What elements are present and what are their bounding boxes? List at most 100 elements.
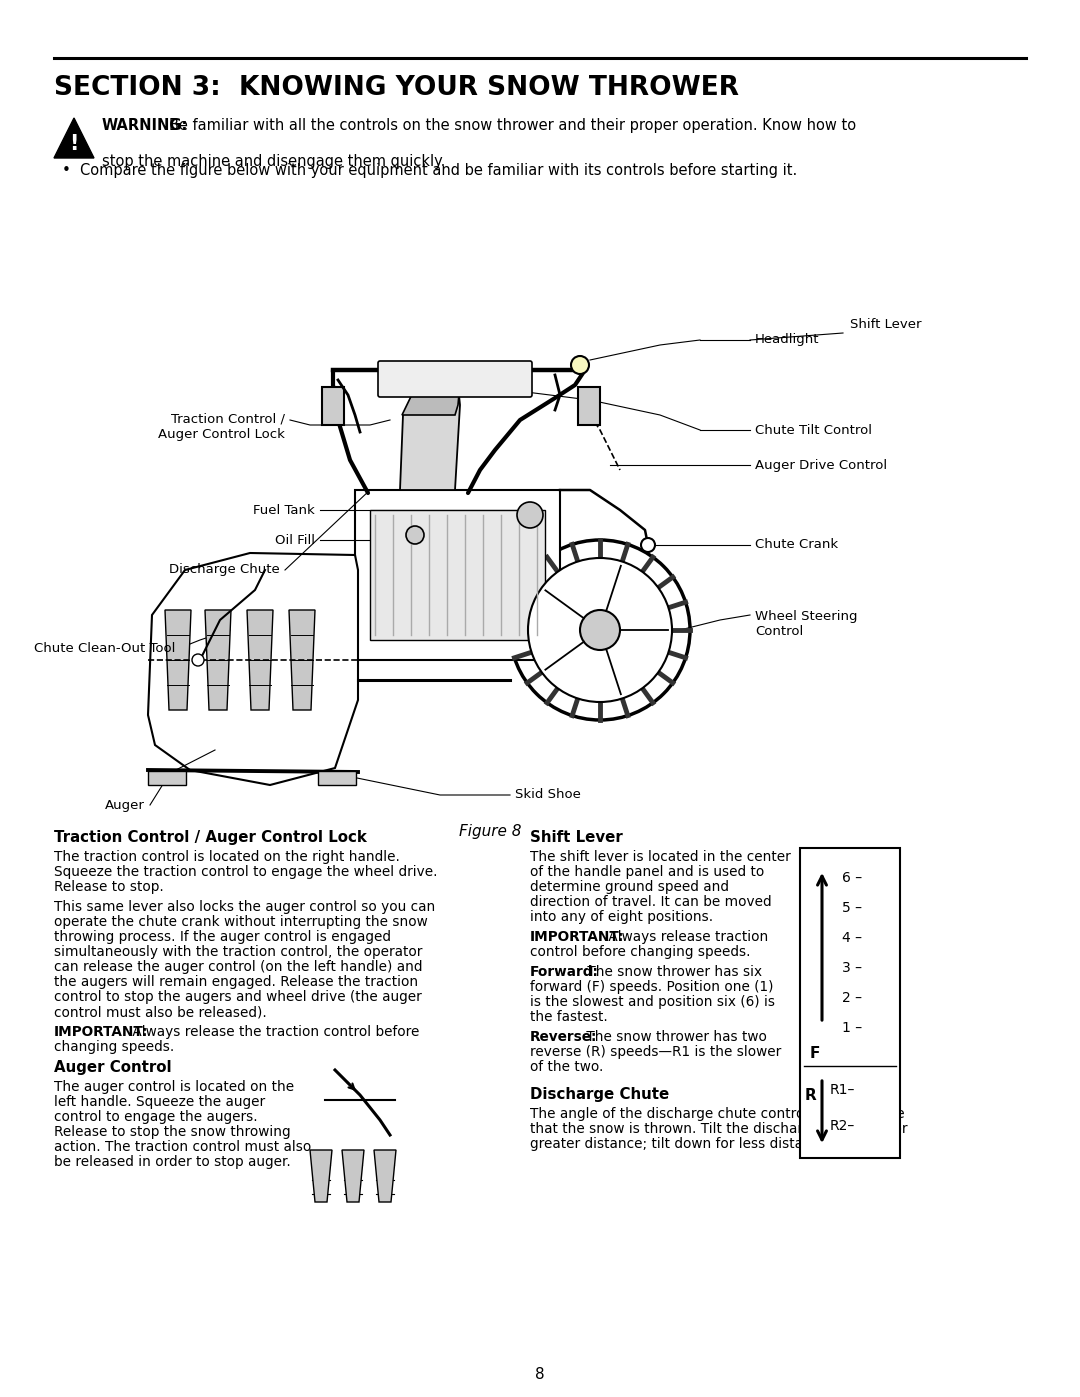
- Text: Squeeze the traction control to engage the wheel drive.: Squeeze the traction control to engage t…: [54, 865, 437, 879]
- Circle shape: [406, 527, 424, 543]
- Bar: [355, 490, 561, 659]
- Text: Chute Clean-Out Tool: Chute Clean-Out Tool: [33, 641, 175, 655]
- Text: Release to stop.: Release to stop.: [54, 880, 164, 894]
- Text: control must also be released).: control must also be released).: [54, 1004, 267, 1018]
- Text: The snow thrower has six: The snow thrower has six: [583, 965, 762, 979]
- Polygon shape: [165, 610, 191, 710]
- Text: the augers will remain engaged. Release the traction: the augers will remain engaged. Release …: [54, 975, 418, 989]
- Text: control before changing speeds.: control before changing speeds.: [530, 944, 751, 958]
- Text: R: R: [805, 1088, 816, 1104]
- Text: Be familiar with all the controls on the snow thrower and their proper operation: Be familiar with all the controls on the…: [168, 117, 856, 133]
- Text: left handle. Squeeze the auger: left handle. Squeeze the auger: [54, 1095, 265, 1109]
- Bar: [578, 387, 600, 425]
- Text: The traction control is located on the right handle.: The traction control is located on the r…: [54, 849, 400, 863]
- Text: SECTION 3:  KNOWING YOUR SNOW THROWER: SECTION 3: KNOWING YOUR SNOW THROWER: [54, 75, 739, 101]
- Bar: [370, 510, 545, 640]
- Text: Headlight: Headlight: [755, 334, 820, 346]
- Text: into any of eight positions.: into any of eight positions.: [530, 909, 713, 923]
- Text: 5 –: 5 –: [842, 901, 862, 915]
- Text: Oil Fill: Oil Fill: [275, 534, 315, 546]
- Circle shape: [510, 541, 690, 719]
- Circle shape: [528, 557, 672, 703]
- Bar: [148, 771, 186, 785]
- Text: 6 –: 6 –: [842, 870, 862, 886]
- Circle shape: [517, 502, 543, 528]
- Polygon shape: [374, 1150, 396, 1201]
- Text: WARNING:: WARNING:: [102, 117, 188, 133]
- Text: Always release traction: Always release traction: [604, 930, 768, 944]
- Bar: [800, 848, 900, 1158]
- Text: Shift Lever: Shift Lever: [530, 830, 623, 845]
- Polygon shape: [400, 374, 460, 490]
- Text: R1–: R1–: [831, 1083, 855, 1097]
- Text: 1 –: 1 –: [842, 1021, 862, 1035]
- Text: Chute Tilt Control: Chute Tilt Control: [755, 423, 872, 436]
- Text: The auger control is located on the: The auger control is located on the: [54, 1080, 294, 1094]
- Text: R2–: R2–: [831, 1119, 855, 1133]
- Text: 4 –: 4 –: [842, 930, 862, 944]
- Text: of the handle panel and is used to: of the handle panel and is used to: [530, 865, 765, 879]
- Text: Wheel Steering: Wheel Steering: [755, 610, 858, 623]
- Text: changing speeds.: changing speeds.: [54, 1039, 174, 1053]
- Text: Auger: Auger: [105, 799, 145, 812]
- Text: direction of travel. It can be moved: direction of travel. It can be moved: [530, 895, 771, 909]
- Text: The shift lever is located in the center: The shift lever is located in the center: [530, 849, 791, 863]
- Polygon shape: [289, 610, 315, 710]
- Text: !: !: [69, 134, 79, 154]
- Text: 3 –: 3 –: [842, 961, 862, 975]
- Bar: [318, 771, 356, 785]
- Text: Figure 8: Figure 8: [459, 824, 522, 840]
- Text: Fuel Tank: Fuel Tank: [253, 503, 315, 517]
- Text: The snow thrower has two: The snow thrower has two: [582, 1030, 767, 1044]
- Text: Compare the figure below with your equipment and be familiar with its controls b: Compare the figure below with your equip…: [80, 163, 797, 177]
- Text: Traction Control / Auger Control Lock: Traction Control / Auger Control Lock: [54, 830, 367, 845]
- Text: Traction Control /: Traction Control /: [171, 414, 285, 426]
- Text: determine ground speed and: determine ground speed and: [530, 880, 729, 894]
- Text: be released in order to stop auger.: be released in order to stop auger.: [54, 1155, 291, 1169]
- Text: Reverse:: Reverse:: [530, 1030, 597, 1044]
- Text: Always release the traction control before: Always release the traction control befo…: [129, 1025, 419, 1039]
- Text: Auger Control Lock: Auger Control Lock: [158, 427, 285, 441]
- Text: the fastest.: the fastest.: [530, 1010, 608, 1024]
- Polygon shape: [54, 117, 94, 158]
- Text: Chute Crank: Chute Crank: [755, 538, 838, 552]
- Bar: [322, 387, 345, 425]
- Text: •: •: [62, 163, 71, 177]
- Text: Release to stop the snow throwing: Release to stop the snow throwing: [54, 1125, 291, 1139]
- Text: 8: 8: [536, 1368, 544, 1382]
- Text: control to stop the augers and wheel drive (the auger: control to stop the augers and wheel dri…: [54, 990, 422, 1004]
- Text: stop the machine and disengage them quickly.: stop the machine and disengage them quic…: [102, 154, 445, 169]
- Text: Forward:: Forward:: [530, 965, 599, 979]
- Text: IMPORTANT:: IMPORTANT:: [530, 930, 624, 944]
- Text: operate the chute crank without interrupting the snow: operate the chute crank without interrup…: [54, 915, 428, 929]
- Text: F: F: [810, 1045, 821, 1060]
- Text: of the two.: of the two.: [530, 1060, 604, 1074]
- Text: The angle of the discharge chute controls the distance: The angle of the discharge chute control…: [530, 1106, 905, 1120]
- Text: Control: Control: [755, 624, 804, 638]
- Text: greater distance; tilt down for less distance.: greater distance; tilt down for less dis…: [530, 1137, 832, 1151]
- Text: Skid Shoe: Skid Shoe: [515, 788, 581, 802]
- Polygon shape: [148, 553, 357, 785]
- Text: Shift Lever: Shift Lever: [850, 319, 921, 331]
- Polygon shape: [310, 1150, 332, 1201]
- Text: IMPORTANT:: IMPORTANT:: [54, 1025, 148, 1039]
- Text: simultaneously with the traction control, the operator: simultaneously with the traction control…: [54, 944, 422, 958]
- Text: is the slowest and position six (6) is: is the slowest and position six (6) is: [530, 995, 775, 1009]
- Text: forward (F) speeds. Position one (1): forward (F) speeds. Position one (1): [530, 981, 773, 995]
- Text: can release the auger control (on the left handle) and: can release the auger control (on the le…: [54, 960, 422, 974]
- Text: action. The traction control must also: action. The traction control must also: [54, 1140, 311, 1154]
- Text: control to engage the augers.: control to engage the augers.: [54, 1111, 258, 1125]
- Text: reverse (R) speeds—R1 is the slower: reverse (R) speeds—R1 is the slower: [530, 1045, 781, 1059]
- Circle shape: [571, 356, 589, 374]
- Text: Auger Control: Auger Control: [54, 1060, 172, 1076]
- Circle shape: [192, 654, 204, 666]
- Polygon shape: [342, 1150, 364, 1201]
- Polygon shape: [402, 373, 460, 415]
- Text: Auger Drive Control: Auger Drive Control: [755, 458, 887, 472]
- Text: throwing process. If the auger control is engaged: throwing process. If the auger control i…: [54, 930, 391, 944]
- Text: 2 –: 2 –: [842, 990, 862, 1004]
- Text: Discharge Chute: Discharge Chute: [530, 1087, 670, 1102]
- Text: Discharge Chute: Discharge Chute: [170, 563, 280, 577]
- Polygon shape: [247, 610, 273, 710]
- FancyBboxPatch shape: [378, 360, 532, 397]
